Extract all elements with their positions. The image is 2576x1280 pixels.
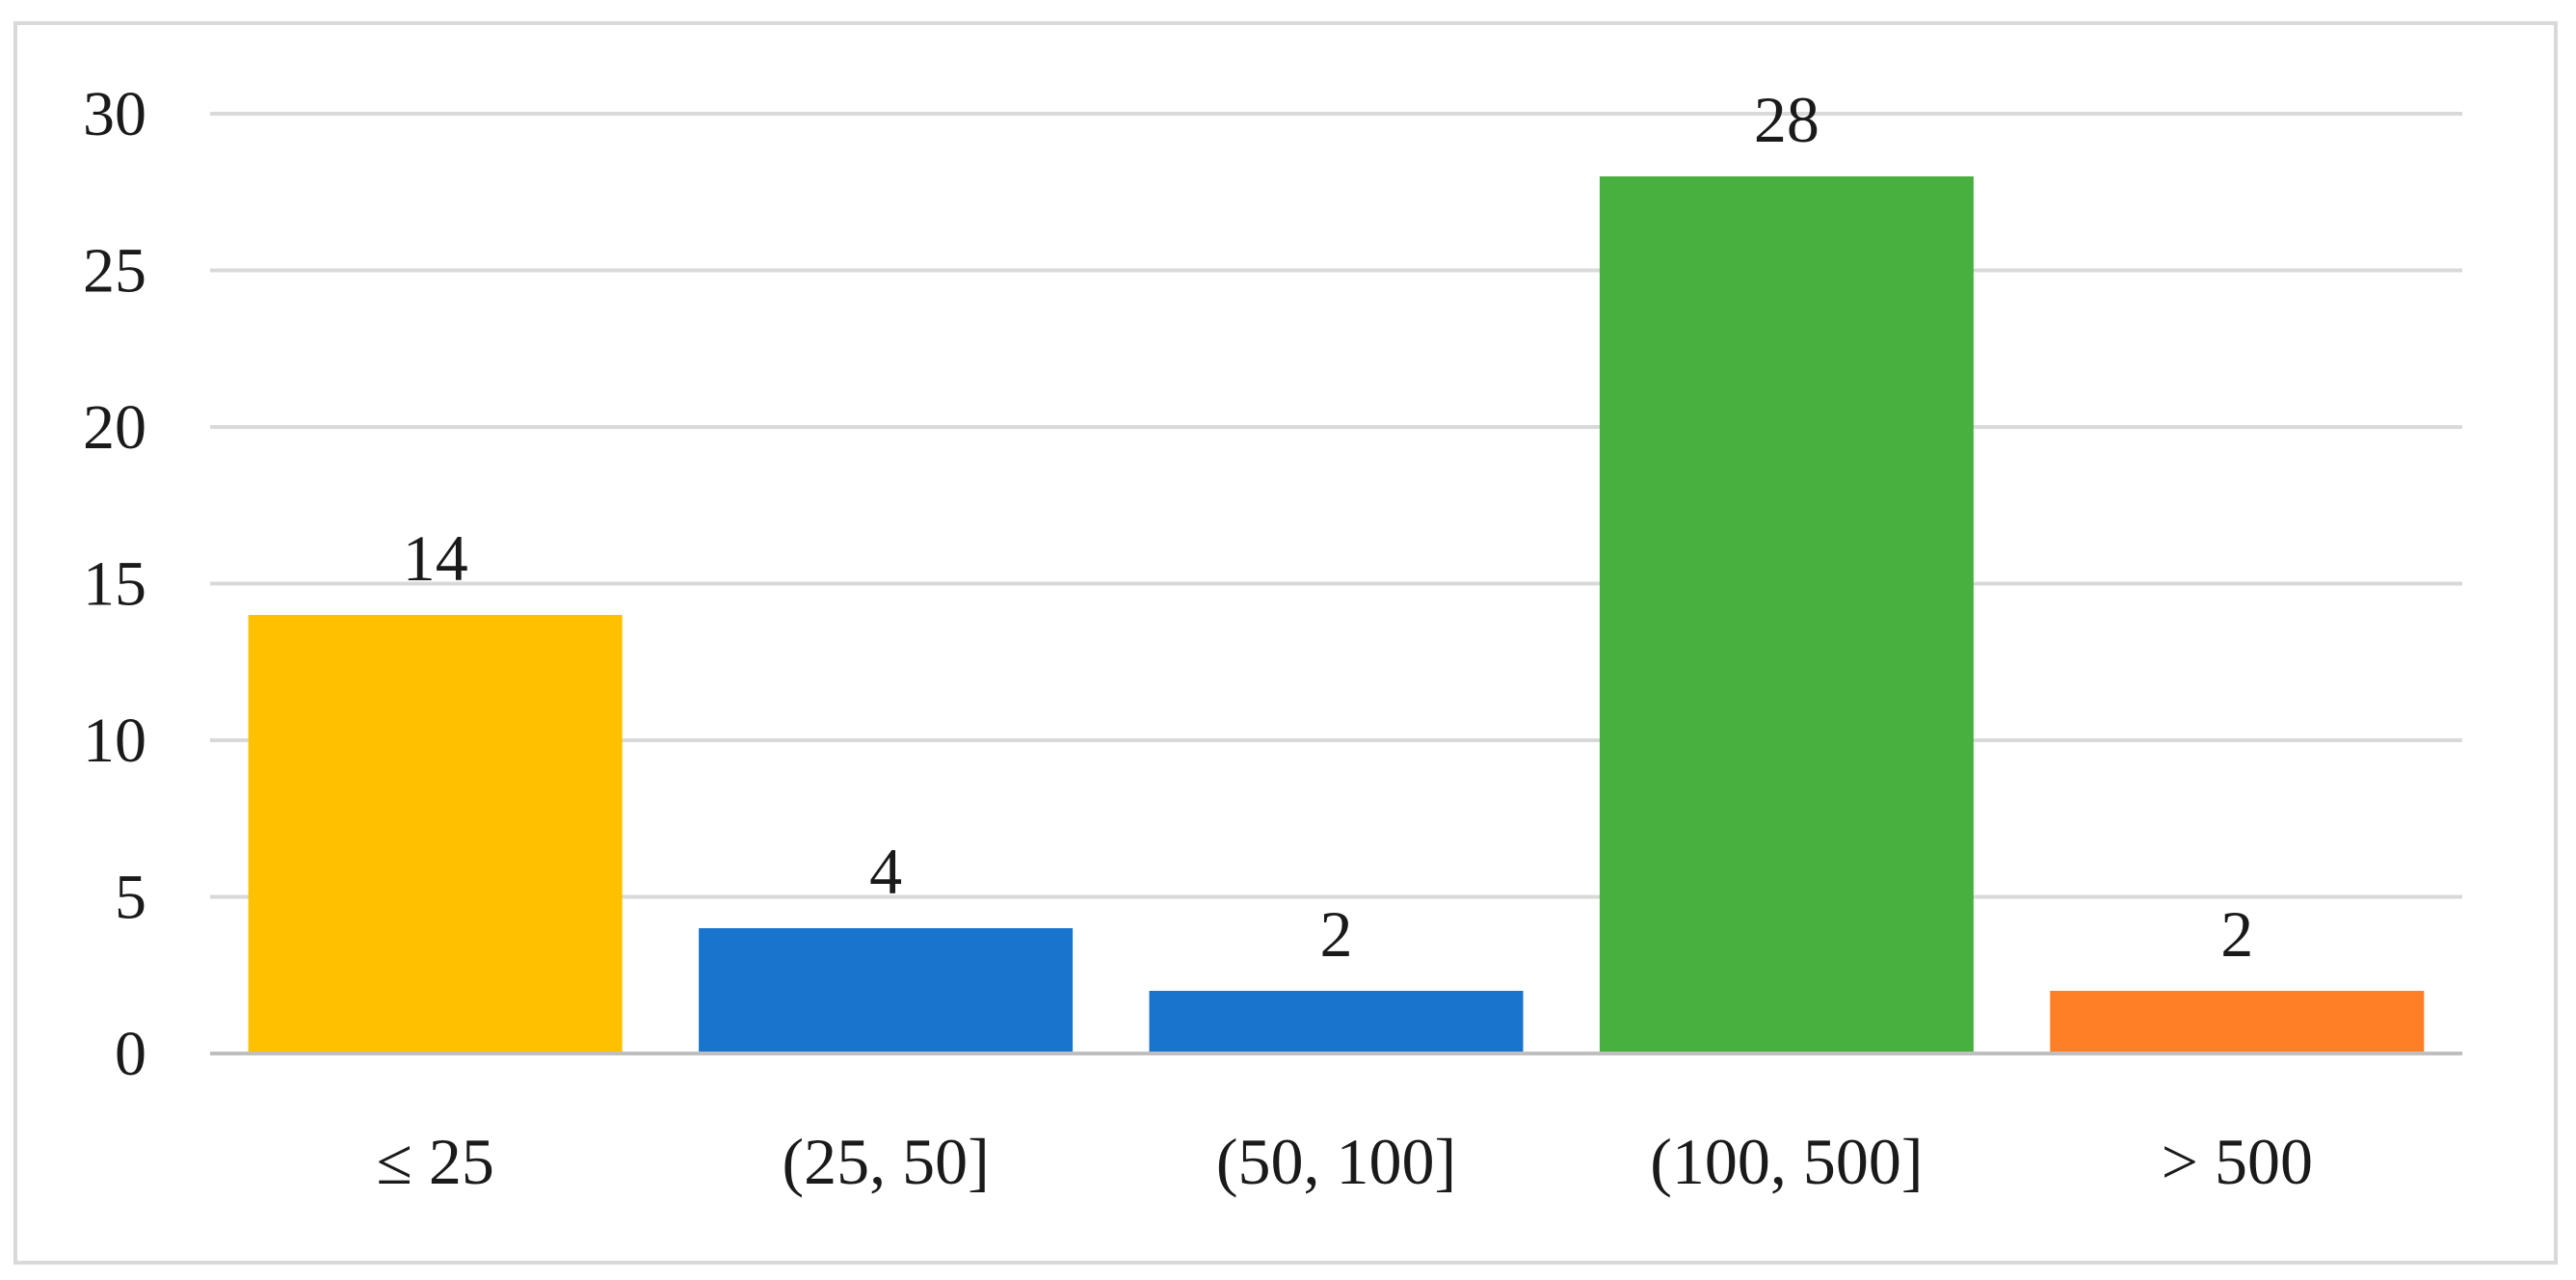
y-tick-label: 25 [83,236,146,307]
x-category-label: > 500 [2162,1125,2313,1198]
x-category-label: ≤ 25 [377,1125,494,1198]
y-axis-tick-labels: 0 5 10 15 20 25 30 [83,79,146,1089]
bar [699,928,1074,1053]
y-tick-label: 5 [115,863,146,933]
y-tick-label: 20 [83,392,146,463]
x-category-label: (25, 50] [782,1125,989,1198]
y-tick-label: 30 [83,79,146,149]
x-category-label: (50, 100] [1216,1125,1456,1198]
data-label: 28 [1754,83,1819,156]
data-label: 2 [2220,897,2253,971]
y-tick-label: 15 [83,549,146,620]
data-label: 14 [403,521,468,595]
data-label: 2 [1320,897,1353,971]
bar [2050,991,2425,1053]
bar [1149,991,1524,1053]
data-label: 4 [869,835,902,908]
bar [1599,176,1974,1053]
y-tick-label: 0 [115,1019,146,1089]
data-labels: 14 4 2 28 2 [403,83,2254,971]
bar [248,615,623,1053]
x-category-label: (100, 500] [1650,1125,1923,1198]
y-tick-label: 10 [83,706,146,776]
bars [248,176,2425,1053]
x-axis-category-labels: ≤ 25 (25, 50] (50, 100] (100, 500] > 500 [377,1125,2313,1198]
